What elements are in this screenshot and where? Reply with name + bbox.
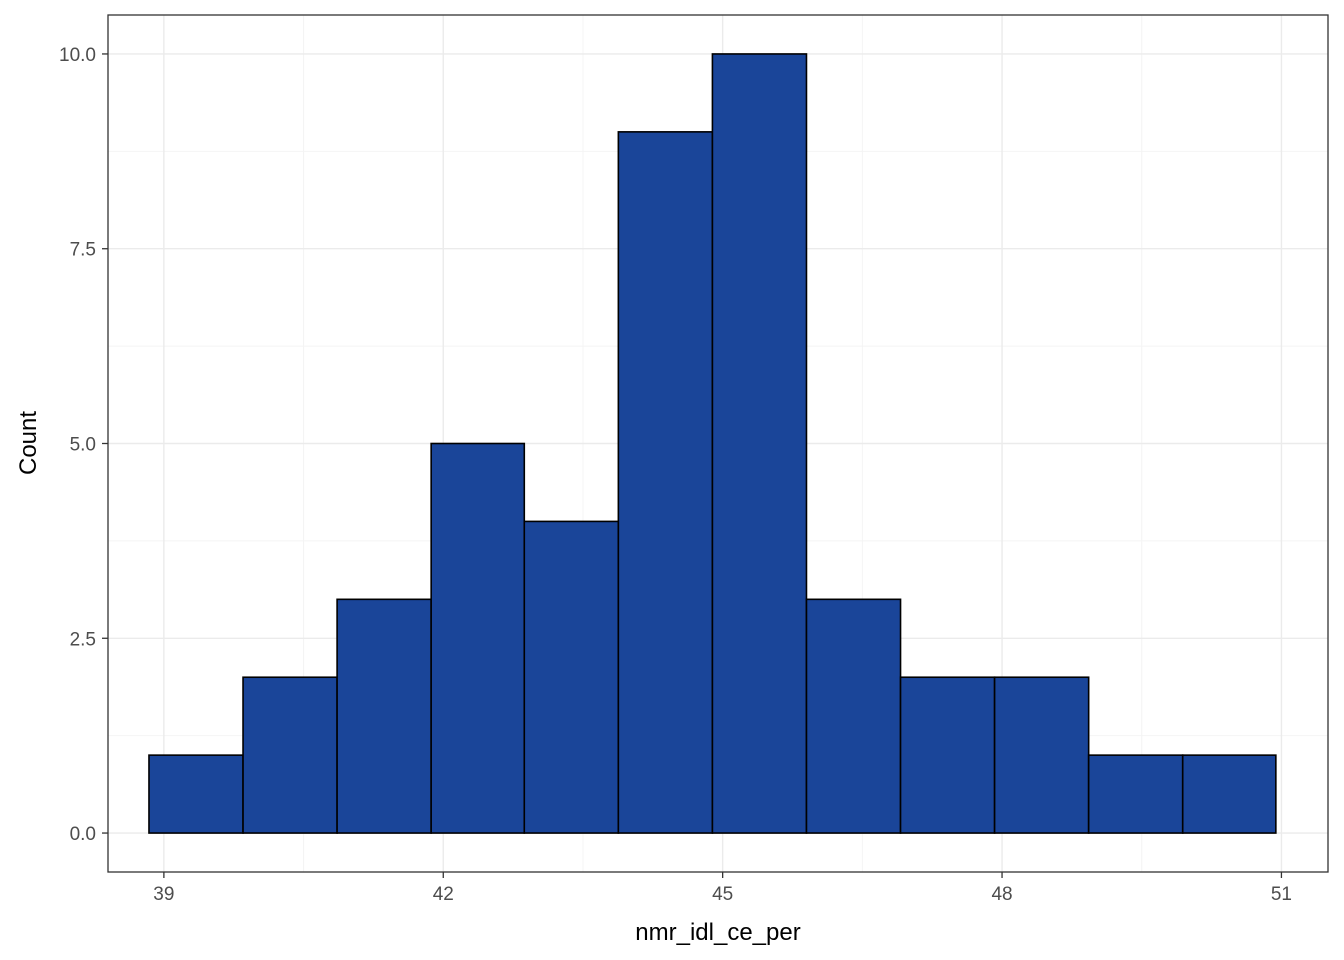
- histogram-bar: [148, 754, 244, 834]
- histogram-bar: [993, 676, 1090, 834]
- histogram-bar: [336, 598, 432, 834]
- x-tick-label: 51: [1271, 884, 1292, 905]
- x-tick-label: 42: [433, 884, 454, 905]
- y-tick-label: 5.0: [70, 435, 96, 456]
- histogram-bar: [1087, 754, 1184, 834]
- histogram-bar: [711, 53, 808, 834]
- y-tick-label: 2.5: [70, 629, 96, 650]
- histogram-bars: [148, 53, 1277, 834]
- x-tick-label: 48: [991, 884, 1012, 905]
- y-tick-label: 10.0: [59, 45, 96, 66]
- histogram-bar: [523, 520, 620, 834]
- y-axis-title: Count: [15, 411, 42, 475]
- histogram-bar: [617, 131, 714, 834]
- histogram-bar: [1181, 754, 1277, 834]
- x-tick-label: 45: [712, 884, 733, 905]
- y-tick-label: 7.5: [70, 240, 96, 261]
- histogram-bar: [805, 598, 902, 834]
- axes: 39 42 45 48 51 0.0 2.5 5.0 7.5 10.0: [59, 45, 1292, 905]
- x-tick-label: 39: [153, 884, 174, 905]
- histogram-bar: [242, 676, 338, 834]
- y-tick-label: 0.0: [70, 824, 96, 845]
- x-axis-title: nmr_idl_ce_per: [635, 919, 800, 946]
- histogram-bar: [430, 442, 526, 834]
- histogram-bar: [899, 676, 996, 834]
